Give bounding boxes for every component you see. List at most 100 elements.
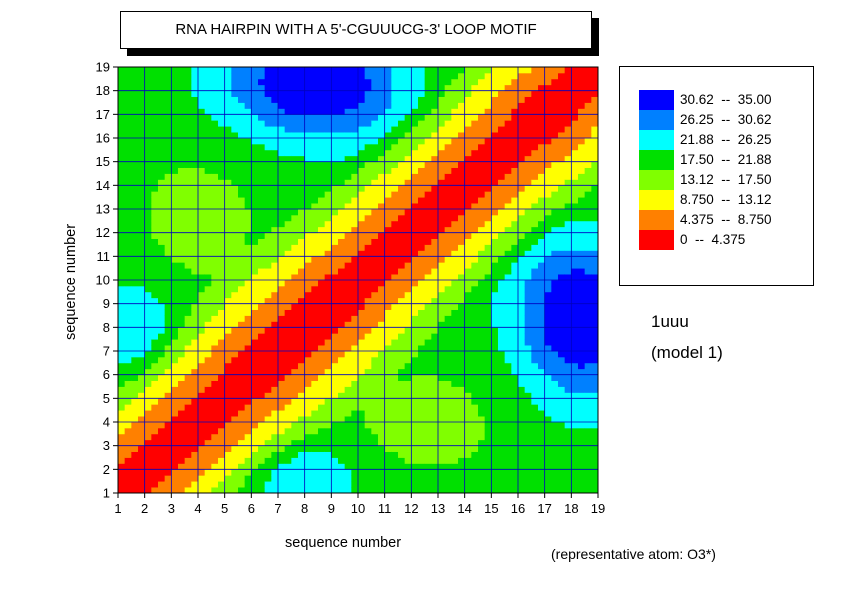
heatmap-cell <box>484 427 492 435</box>
heatmap-cell <box>124 451 132 458</box>
heatmap-cell <box>124 155 132 163</box>
heatmap-cell <box>131 404 139 411</box>
heatmap-cell <box>244 362 252 370</box>
heatmap-cell <box>184 374 192 381</box>
heatmap-cell <box>304 416 312 423</box>
heatmap-cell <box>131 72 139 80</box>
heatmap-cell <box>251 374 259 381</box>
heatmap-cell <box>391 185 399 192</box>
heatmap-cell <box>471 451 479 458</box>
heatmap-cell <box>451 422 459 429</box>
heatmap-cell <box>544 203 552 210</box>
heatmap-cell <box>398 297 406 305</box>
heatmap-cell <box>424 155 432 163</box>
heatmap-cell <box>371 321 379 328</box>
heatmap-cell <box>558 72 566 80</box>
heatmap-cell <box>211 374 219 381</box>
heatmap-cell <box>391 161 399 168</box>
heatmap-cell <box>371 422 379 429</box>
heatmap-cell <box>138 457 146 464</box>
heatmap-cell <box>178 422 186 429</box>
heatmap-cell <box>511 120 519 127</box>
heatmap-cell <box>484 214 492 222</box>
heatmap-cell <box>311 315 319 322</box>
heatmap-cell <box>144 481 152 488</box>
heatmap-cell <box>524 250 532 257</box>
heatmap-cell <box>504 232 512 239</box>
heatmap-cell <box>384 285 392 293</box>
heatmap-cell <box>211 368 219 376</box>
heatmap-cell <box>231 179 239 186</box>
heatmap-cell <box>331 256 339 263</box>
heatmap-cell <box>358 339 366 346</box>
heatmap-cell <box>491 469 499 476</box>
heatmap-cell <box>318 416 326 423</box>
heatmap-cell <box>351 78 359 86</box>
heatmap-cell <box>444 126 452 133</box>
heatmap-cell <box>264 78 272 86</box>
heatmap-cell <box>418 487 426 494</box>
heatmap-cell <box>458 439 466 447</box>
heatmap-cell <box>338 309 346 316</box>
heatmap-cell <box>338 78 346 86</box>
heatmap-cell <box>491 161 499 168</box>
heatmap-cell <box>571 315 579 322</box>
heatmap-cell <box>164 108 172 115</box>
heatmap-cell <box>144 386 152 393</box>
heatmap-cell <box>404 149 412 157</box>
heatmap-cell <box>378 114 386 121</box>
heatmap-cell <box>178 481 186 488</box>
heatmap-cell <box>524 315 532 322</box>
heatmap-cell <box>438 303 446 310</box>
heatmap-cell <box>211 339 219 346</box>
heatmap-cell <box>571 120 579 127</box>
heatmap-cell <box>164 380 172 387</box>
heatmap-cell <box>404 90 412 97</box>
heatmap-cell <box>424 138 432 145</box>
heatmap-cell <box>391 416 399 423</box>
heatmap-cell <box>271 179 279 186</box>
heatmap-cell <box>151 439 159 447</box>
heatmap-cell <box>518 78 526 86</box>
heatmap-cell <box>524 297 532 305</box>
heatmap-cell <box>504 392 512 399</box>
heatmap-cell <box>524 398 532 405</box>
heatmap-cell <box>151 345 159 352</box>
heatmap-cell <box>211 321 219 328</box>
heatmap-cell <box>224 232 232 239</box>
heatmap-cell <box>284 427 292 435</box>
heatmap-cell <box>178 108 186 115</box>
heatmap-cell <box>391 120 399 127</box>
heatmap-cell <box>364 309 372 316</box>
heatmap-cell <box>171 262 179 269</box>
heatmap-cell <box>164 457 172 464</box>
heatmap-cell <box>558 185 566 192</box>
heatmap-cell <box>451 67 459 74</box>
heatmap-cell <box>331 149 339 157</box>
heatmap-cell <box>451 173 459 180</box>
heatmap-cell <box>531 487 539 494</box>
heatmap-cell <box>531 280 539 287</box>
heatmap-cell <box>478 203 486 210</box>
heatmap-cell <box>451 463 459 470</box>
heatmap-cell <box>158 439 166 447</box>
heatmap-cell <box>224 392 232 399</box>
heatmap-cell <box>451 457 459 464</box>
heatmap-cell <box>291 327 299 334</box>
heatmap-cell <box>231 250 239 257</box>
heatmap-cell <box>238 410 246 417</box>
heatmap-cell <box>204 220 212 228</box>
heatmap-cell <box>458 416 466 423</box>
heatmap-cell <box>384 209 392 216</box>
heatmap-cell <box>504 191 512 198</box>
heatmap-cell <box>331 167 339 174</box>
heatmap-cell <box>324 67 332 74</box>
heatmap-cell <box>451 120 459 127</box>
heatmap-cell <box>464 309 472 316</box>
heatmap-cell <box>431 220 439 228</box>
heatmap-cell <box>504 457 512 464</box>
heatmap-cell <box>191 469 199 476</box>
heatmap-cell <box>118 297 126 305</box>
heatmap-cell <box>364 90 372 97</box>
heatmap-cell <box>498 179 506 186</box>
